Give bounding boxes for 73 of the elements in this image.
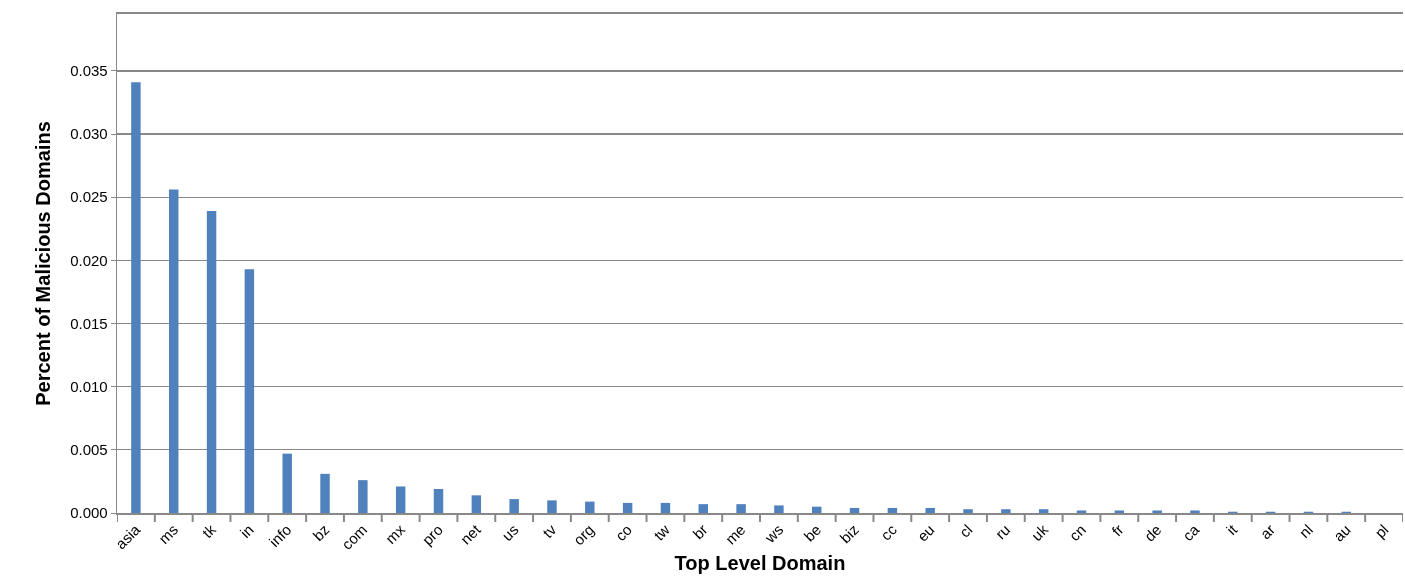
bar bbox=[282, 453, 292, 513]
x-tick-label: org bbox=[569, 520, 598, 549]
x-tick-label: co bbox=[611, 520, 636, 545]
bar bbox=[206, 211, 217, 513]
bar bbox=[1038, 509, 1049, 513]
x-tick-label: ru bbox=[991, 520, 1014, 543]
x-tick-label: me bbox=[721, 520, 749, 548]
bar bbox=[471, 495, 482, 513]
bar bbox=[736, 504, 746, 513]
y-tick-label: 0.020 bbox=[70, 251, 108, 269]
bar bbox=[660, 502, 671, 513]
y-axis-title: Percent of Malicious Domains bbox=[31, 121, 54, 406]
bar bbox=[169, 189, 179, 513]
bar bbox=[622, 502, 633, 513]
bar bbox=[547, 500, 557, 513]
bar bbox=[358, 480, 368, 513]
bar bbox=[1001, 509, 1011, 513]
x-tick-label: ms bbox=[155, 520, 182, 548]
y-tick-label: 0.025 bbox=[70, 188, 108, 206]
x-tick-label: fr bbox=[1108, 520, 1127, 540]
y-tick-label: 0.000 bbox=[70, 504, 108, 522]
y-tick-label: 0.030 bbox=[70, 125, 108, 143]
x-tick-label: net bbox=[456, 520, 485, 548]
bar bbox=[320, 473, 330, 513]
x-tick-label: de bbox=[1140, 520, 1165, 545]
x-tick-label: au bbox=[1329, 520, 1354, 545]
x-tick-label: eu bbox=[913, 520, 938, 545]
x-tick-label: com bbox=[338, 520, 371, 553]
x-tick-label: mx bbox=[381, 520, 409, 548]
x-tick-label: be bbox=[800, 520, 825, 545]
y-tick-label: 0.015 bbox=[70, 314, 108, 332]
bar bbox=[131, 82, 141, 513]
x-tick-label: info bbox=[265, 520, 295, 551]
x-tick-label: biz bbox=[836, 520, 862, 547]
x-tick-label: uk bbox=[1027, 520, 1052, 545]
bar bbox=[1152, 510, 1162, 513]
x-tick-label: ca bbox=[1179, 520, 1203, 545]
bar bbox=[887, 507, 898, 513]
bar bbox=[1076, 510, 1087, 513]
bar bbox=[812, 506, 822, 513]
x-tick-label: cn bbox=[1065, 520, 1089, 545]
bar bbox=[433, 489, 444, 513]
bar bbox=[963, 509, 973, 513]
x-tick-label: pro bbox=[418, 520, 446, 549]
x-tick-label: asia bbox=[111, 520, 144, 553]
x-tick-label: tv bbox=[539, 520, 560, 542]
x-tick-label: ar bbox=[1256, 520, 1279, 543]
bar bbox=[1190, 510, 1200, 513]
y-tick-label: 0.010 bbox=[70, 377, 108, 395]
bar bbox=[395, 486, 406, 513]
bar bbox=[509, 499, 519, 513]
bar bbox=[849, 507, 860, 513]
bar bbox=[585, 501, 595, 513]
x-tick-label: it bbox=[1222, 520, 1241, 539]
x-tick-label: in bbox=[236, 520, 257, 542]
x-tick-label: bz bbox=[309, 520, 333, 545]
bar bbox=[698, 504, 708, 513]
x-tick-label: tw bbox=[650, 520, 673, 544]
x-tick-label: us bbox=[498, 520, 522, 545]
x-tick-label: cc bbox=[877, 520, 901, 544]
x-axis-title: Top Level Domain bbox=[674, 551, 846, 574]
y-tick-label: 0.005 bbox=[70, 441, 108, 459]
x-tick-label: br bbox=[689, 520, 711, 543]
x-tick-label: ws bbox=[760, 520, 787, 547]
x-tick-label: pl bbox=[1371, 520, 1392, 542]
x-tick-label: nl bbox=[1295, 520, 1316, 542]
x-tick-label: cl bbox=[955, 520, 976, 541]
bar bbox=[774, 505, 784, 513]
bar bbox=[1114, 510, 1125, 513]
x-tick-label: tk bbox=[198, 520, 220, 542]
y-tick-label: 0.035 bbox=[70, 62, 108, 80]
bar bbox=[244, 269, 255, 513]
bar bbox=[925, 507, 935, 513]
